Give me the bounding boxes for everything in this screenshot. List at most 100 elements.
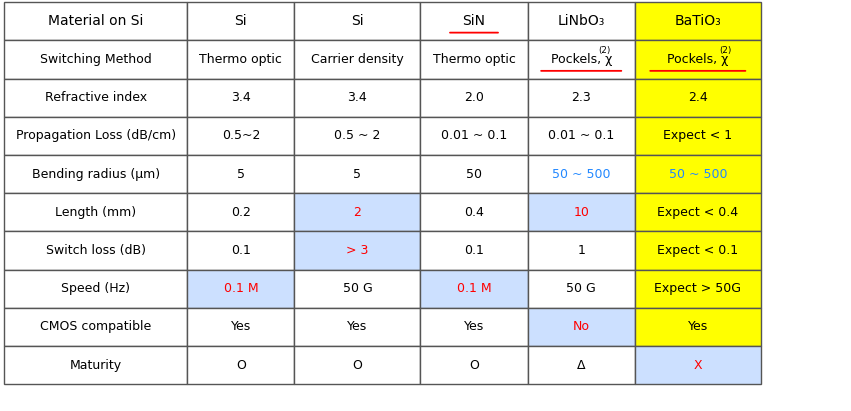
Bar — [4, 79, 187, 117]
Text: 0.4: 0.4 — [464, 206, 484, 219]
Text: X: X — [694, 359, 702, 372]
Text: 5: 5 — [353, 168, 362, 180]
Text: 0.01 ~ 0.1: 0.01 ~ 0.1 — [441, 129, 507, 142]
Text: Expect > 50G: Expect > 50G — [654, 282, 741, 295]
Text: 50 G: 50 G — [343, 282, 372, 295]
Bar — [528, 308, 635, 346]
Text: Expect < 0.1: Expect < 0.1 — [657, 244, 739, 257]
Text: (2): (2) — [719, 46, 732, 55]
Text: O: O — [469, 359, 479, 372]
Text: Maturity: Maturity — [70, 359, 122, 372]
Text: (2): (2) — [598, 46, 611, 55]
Text: Thermo optic: Thermo optic — [199, 53, 283, 66]
Bar — [528, 193, 635, 231]
Text: Length (mm): Length (mm) — [55, 206, 136, 219]
Bar — [294, 79, 420, 117]
Bar — [420, 155, 528, 193]
Text: 10: 10 — [574, 206, 589, 219]
Text: 50 ~ 500: 50 ~ 500 — [669, 168, 727, 180]
Bar — [420, 79, 528, 117]
Bar — [528, 2, 635, 40]
Text: 3.4: 3.4 — [231, 91, 251, 104]
Text: Expect < 0.4: Expect < 0.4 — [657, 206, 739, 219]
Bar — [528, 79, 635, 117]
Bar — [528, 155, 635, 193]
Text: Si: Si — [351, 14, 363, 28]
Bar — [635, 155, 761, 193]
Bar — [4, 2, 187, 40]
Text: Δ: Δ — [577, 359, 585, 372]
Text: 5: 5 — [237, 168, 245, 180]
Text: Yes: Yes — [347, 321, 368, 333]
Text: Pockels, χ: Pockels, χ — [667, 53, 728, 66]
Bar — [4, 231, 187, 270]
Bar — [528, 231, 635, 270]
Text: Yes: Yes — [231, 321, 251, 333]
Bar — [635, 2, 761, 40]
Bar — [294, 346, 420, 384]
Bar — [635, 79, 761, 117]
Bar — [187, 40, 294, 79]
Bar — [635, 231, 761, 270]
Text: Refractive index: Refractive index — [44, 91, 147, 104]
Bar — [420, 193, 528, 231]
Bar — [294, 40, 420, 79]
Bar — [187, 155, 294, 193]
Text: 0.1 M: 0.1 M — [224, 282, 258, 295]
Text: Si: Si — [235, 14, 247, 28]
Text: Pockels, χ: Pockels, χ — [551, 53, 612, 66]
Text: 2: 2 — [353, 206, 362, 219]
Bar — [4, 40, 187, 79]
Text: Bending radius (μm): Bending radius (μm) — [31, 168, 160, 180]
Text: SiN: SiN — [462, 14, 486, 28]
Bar — [4, 117, 187, 155]
Text: 2.4: 2.4 — [688, 91, 708, 104]
Text: 50 ~ 500: 50 ~ 500 — [552, 168, 610, 180]
Text: 0.1: 0.1 — [231, 244, 251, 257]
Text: O: O — [236, 359, 246, 372]
Bar — [635, 308, 761, 346]
Bar — [420, 308, 528, 346]
Bar — [187, 2, 294, 40]
Text: 0.5 ~ 2: 0.5 ~ 2 — [334, 129, 380, 142]
Text: 50: 50 — [466, 168, 482, 180]
Bar — [635, 346, 761, 384]
Text: No: No — [573, 321, 590, 333]
Bar — [4, 308, 187, 346]
Text: Thermo optic: Thermo optic — [432, 53, 516, 66]
Bar — [420, 270, 528, 308]
Bar — [187, 231, 294, 270]
Bar — [528, 40, 635, 79]
Bar — [187, 308, 294, 346]
Bar — [294, 231, 420, 270]
Text: 2.0: 2.0 — [464, 91, 484, 104]
Text: Carrier density: Carrier density — [311, 53, 403, 66]
Text: 1: 1 — [577, 244, 585, 257]
Bar — [528, 270, 635, 308]
Text: 0.2: 0.2 — [231, 206, 251, 219]
Bar — [294, 117, 420, 155]
Text: Expect < 1: Expect < 1 — [663, 129, 733, 142]
Text: Switch loss (dB): Switch loss (dB) — [46, 244, 146, 257]
Bar — [187, 193, 294, 231]
Bar — [528, 117, 635, 155]
Bar — [294, 308, 420, 346]
Bar — [528, 346, 635, 384]
Text: CMOS compatible: CMOS compatible — [40, 321, 151, 333]
Bar — [635, 193, 761, 231]
Bar — [4, 346, 187, 384]
Text: 0.01 ~ 0.1: 0.01 ~ 0.1 — [548, 129, 614, 142]
Text: 50 G: 50 G — [567, 282, 596, 295]
Bar — [294, 155, 420, 193]
Text: 3.4: 3.4 — [347, 91, 368, 104]
Bar — [635, 270, 761, 308]
Bar — [4, 155, 187, 193]
Text: BaTiO₃: BaTiO₃ — [675, 14, 721, 28]
Bar — [420, 40, 528, 79]
Text: LiNbO₃: LiNbO₃ — [557, 14, 605, 28]
Text: 0.5~2: 0.5~2 — [221, 129, 260, 142]
Text: Material on Si: Material on Si — [48, 14, 144, 28]
Text: Switching Method: Switching Method — [40, 53, 151, 66]
Text: 2.3: 2.3 — [571, 91, 591, 104]
Bar — [187, 117, 294, 155]
